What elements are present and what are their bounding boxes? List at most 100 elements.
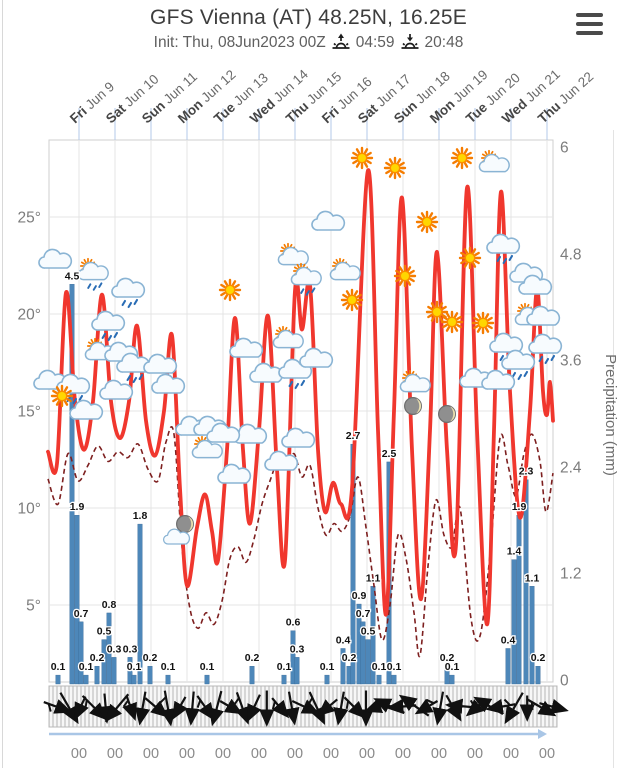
wind-arrow [504,692,524,725]
sunset-time: 20:48 [424,34,464,51]
precip-bar [94,666,100,685]
precip-value-label: 0.1 [387,661,402,673]
precip-value-label: 1.1 [525,572,540,584]
precip-bar [131,674,137,685]
precip-value-label: 0.2 [143,652,158,664]
wind-arrow [122,695,137,721]
hour-label: 00 [143,746,159,762]
precip-value-label: 0.2 [90,652,105,664]
precip-bar [204,674,210,685]
wind-arrow [284,691,300,726]
precip-value-label: 0.7 [356,608,371,620]
partly-icon [329,257,361,281]
temperature-curve [46,168,555,627]
moon-icon [438,405,457,424]
cloud-icon [217,463,252,484]
sun-icon [393,264,417,288]
precip-bar [346,666,352,685]
precip-bar [340,648,346,685]
partly-icon [478,149,510,173]
chart-header: GFS Vienna (AT) 48.25N, 16.25E Init: Thu… [0,0,617,53]
cloud-rain-icon [528,333,563,365]
precip-bar [69,284,75,685]
precip-value-label: 0.2 [440,652,455,664]
sunrise-icon [332,33,350,49]
sunset-icon [401,34,419,49]
precip-value-label: 0.3 [107,643,122,655]
precip-value-label: 0.1 [79,661,94,673]
precip-bar [360,621,366,685]
precip-value-label: 0.7 [74,608,89,620]
precip-bar [444,666,450,685]
partly-rain-icon [77,257,109,291]
moon-cloud-icon [162,514,195,545]
precip-value-label: 0.8 [102,599,117,611]
sun-icon [350,146,374,170]
temp-tick-label: 20° [18,307,41,324]
cloud-icon [311,210,346,231]
precip-tick-label: 4.8 [560,247,582,264]
precip-value-label: 0.1 [127,661,142,673]
hour-label: 00 [215,746,231,762]
precip-value-label: 0.2 [531,652,546,664]
precip-bar [324,674,330,685]
cloud-rain-icon [486,233,521,265]
precip-bar [516,515,522,685]
hour-label: 00 [287,746,303,762]
cloud-icon [518,274,553,295]
wind-arrow [134,691,151,726]
precip-value-label: 0.1 [277,661,292,673]
wind-arrow [539,699,569,714]
precip-bar [505,648,511,685]
right-scroll-track[interactable] [613,130,614,768]
precip-bar [127,657,133,685]
weather-icons [33,146,563,545]
precip-bar [529,586,535,685]
sun-icon [440,310,464,334]
hour-label: 00 [107,746,123,762]
precip-value-label: 0.1 [320,661,335,673]
wind-arrow [184,691,200,726]
precip-tick-label: 3.6 [560,353,582,370]
precip-tick-label: 1.2 [560,566,582,583]
precip-bar [147,666,153,685]
precip-bar [511,559,517,685]
cloud-icon [151,373,186,394]
precip-value-label: 0.2 [245,652,260,664]
wind-arrow [317,698,338,717]
temp-tick-label: 5° [26,598,41,615]
init-label: Init: Thu, 08Jun2023 00Z [153,34,326,51]
precip-value-label: 0.1 [200,661,215,673]
sun-icon [340,288,364,312]
precip-bar [165,674,171,685]
precip-bar [391,674,397,685]
wind-barb-band [43,685,569,728]
precip-value-label: 0.6 [286,617,301,629]
cloud-icon [143,353,178,374]
hour-label: 00 [359,746,375,762]
page-title: GFS Vienna (AT) 48.25N, 16.25E [150,6,467,29]
precip-value-label: 0.4 [501,634,516,646]
precip-value-label: 1.4 [507,546,522,558]
hamburger-bar [576,22,603,26]
cloud-rain-icon [91,310,126,342]
left-axis: 25° 20° 15° 10° 5° [18,210,41,615]
wind-arrow [485,698,516,715]
cloud-icon [299,347,334,368]
precip-value-label: 2.7 [346,430,361,442]
precip-value-label: 0.5 [361,626,376,638]
hamburger-menu-button[interactable] [576,13,603,35]
cloud-icon [69,399,104,420]
precip-value-label: 2.3 [519,466,534,478]
precip-bar [83,674,89,685]
precip-bar [106,612,112,685]
wind-arrow [160,690,176,727]
wind-arrow [209,690,224,727]
chart-scrollbar[interactable] [49,729,547,739]
sun-icon [458,246,482,270]
precip-bar [55,674,61,685]
init-subtitle: Init: Thu, 08Jun2023 00Z 04:59 20:48 [0,33,617,53]
hour-label: 00 [395,746,411,762]
precip-bar [365,639,371,685]
right-axis: 6 4.8 3.6 2.4 1.2 0 Precipitation (mm) [560,140,617,690]
